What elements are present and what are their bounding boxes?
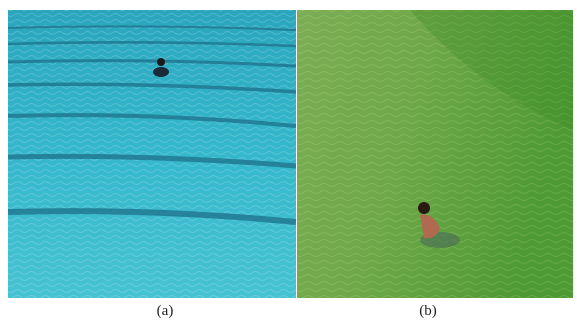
panel-label: (b) (419, 303, 437, 319)
swimmer (418, 202, 460, 248)
panel-label: (a) (157, 303, 174, 319)
shadow-area (410, 10, 573, 130)
lane-lines (7, 25, 297, 225)
panel-a (7, 10, 297, 298)
swimmer (153, 58, 169, 77)
water-texture (297, 10, 573, 298)
panel-b (297, 10, 573, 298)
